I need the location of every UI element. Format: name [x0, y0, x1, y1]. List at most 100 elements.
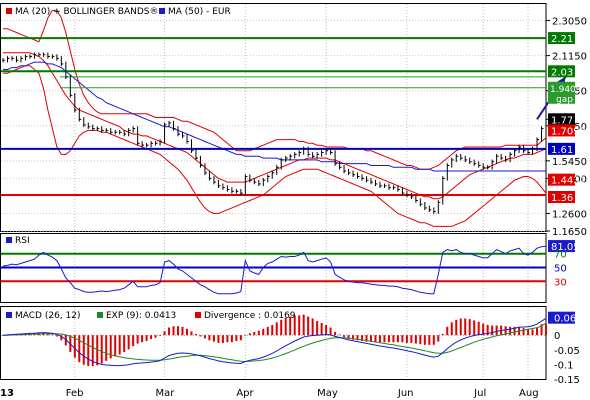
- divergence-bar: [311, 318, 314, 336]
- gap-value-label: 1.9409: [550, 85, 582, 95]
- ma20-line: [3, 52, 547, 200]
- divergence-bar: [64, 335, 67, 346]
- divergence-bar: [181, 326, 184, 336]
- divergence-bar: [163, 331, 166, 336]
- divergence-bar: [540, 324, 543, 336]
- rsi-tick-label: 30: [554, 277, 567, 288]
- divergence-bar: [352, 335, 355, 340]
- divergence-bar: [123, 335, 126, 352]
- divergence-bar: [212, 335, 215, 342]
- panel-frame-price: [0, 3, 547, 232]
- rsi-line: [2, 245, 547, 295]
- divergence-bar: [298, 315, 301, 336]
- level-label-161-box: [548, 142, 575, 155]
- divergence-bar: [280, 319, 283, 336]
- divergence-bar: [437, 335, 440, 342]
- divergence-bar: [73, 335, 76, 358]
- legend-swatch-divergence: [195, 312, 201, 318]
- divergence-bar: [60, 335, 63, 341]
- divergence-bar: [154, 335, 157, 338]
- bollinger-lower-line: [3, 65, 547, 227]
- divergence-bar: [325, 324, 328, 336]
- divergence-bar: [378, 335, 381, 343]
- divergence-bar: [284, 317, 287, 336]
- x-month-label: Aug: [519, 388, 539, 399]
- divergence-bar: [473, 320, 476, 336]
- divergence-bar: [531, 329, 534, 336]
- divergence-bar: [509, 326, 512, 336]
- ma-lower-value-label: 1.4431: [551, 176, 586, 187]
- macd-tick-label: -0.1: [554, 360, 574, 371]
- gap-text-label: gap: [556, 95, 573, 105]
- divergence-bar: [316, 321, 319, 336]
- divergence-bar: [293, 315, 296, 336]
- divergence-bar: [55, 335, 58, 337]
- divergence-bar: [392, 335, 395, 343]
- divergence-bar: [464, 318, 467, 336]
- price-tick-label: 1.5450: [552, 157, 587, 168]
- divergence-bar: [141, 335, 144, 343]
- divergence-bar: [114, 335, 117, 357]
- x-month-label: Apr: [236, 388, 254, 399]
- legend-exp: EXP (9): 0.0413: [106, 311, 176, 321]
- divergence-bar: [230, 335, 233, 343]
- divergence-bar: [459, 318, 462, 336]
- divergence-bar: [329, 327, 332, 336]
- divergence-bar: [468, 319, 471, 336]
- divergence-bar: [423, 335, 426, 345]
- macd-last-box: [548, 311, 575, 324]
- divergence-bar: [87, 335, 90, 367]
- divergence-bar: [405, 335, 408, 343]
- divergence-bar: [132, 335, 135, 347]
- divergence-bar: [226, 335, 229, 343]
- divergence-bar: [504, 326, 507, 336]
- divergence-bar: [239, 335, 242, 341]
- macd-tick-label: -0.15: [554, 375, 580, 386]
- ma20-value-label-box: [548, 124, 575, 137]
- divergence-bar: [145, 335, 148, 341]
- divergence-bar: [486, 324, 489, 336]
- divergence-bar: [361, 335, 364, 341]
- divergence-bar: [266, 326, 269, 336]
- macd-line: [2, 317, 547, 367]
- rsi-last-box: [548, 240, 575, 253]
- legend-swatch-exp: [97, 312, 103, 318]
- x-month-label: May: [317, 388, 338, 399]
- ma20-value-label: 1.7097: [551, 126, 586, 137]
- divergence-bar: [365, 335, 368, 342]
- macd-last-label: 0.06: [554, 314, 576, 325]
- divergence-bar: [262, 328, 265, 336]
- divergence-bar: [244, 335, 247, 336]
- divergence-bar: [235, 335, 238, 341]
- divergence-bar: [159, 335, 162, 336]
- divergence-bar: [253, 331, 256, 336]
- divergence-bar: [199, 335, 202, 337]
- divergence-bar: [527, 329, 530, 336]
- divergence-bar: [545, 324, 547, 336]
- divergence-bar: [374, 335, 377, 343]
- legend-macd: MACD (26, 12): [15, 311, 81, 321]
- divergence-bar: [401, 335, 404, 343]
- divergence-bar: [419, 335, 422, 345]
- divergence-bar: [495, 325, 498, 336]
- divergence-bar: [410, 335, 413, 343]
- level-label-221: 2.21: [551, 34, 573, 45]
- divergence-bar: [190, 331, 193, 336]
- divergence-bar: [248, 333, 251, 336]
- level-label-203-box: [548, 65, 575, 78]
- legend-swatch-ma50: [159, 8, 165, 14]
- last-price-label: 1.77: [551, 115, 573, 126]
- divergence-bar: [387, 335, 390, 343]
- divergence-bar: [414, 335, 417, 344]
- divergence-bar: [96, 335, 99, 366]
- macd-tick-label: -0.05: [554, 346, 580, 357]
- divergence-bar: [271, 324, 274, 336]
- last-price-label-box: [548, 113, 575, 126]
- divergence-bar: [513, 326, 516, 336]
- divergence-bar: [491, 325, 494, 336]
- divergence-bar: [446, 326, 449, 336]
- divergence-bar: [82, 335, 85, 365]
- rsi-last-label: 81.05: [551, 242, 580, 253]
